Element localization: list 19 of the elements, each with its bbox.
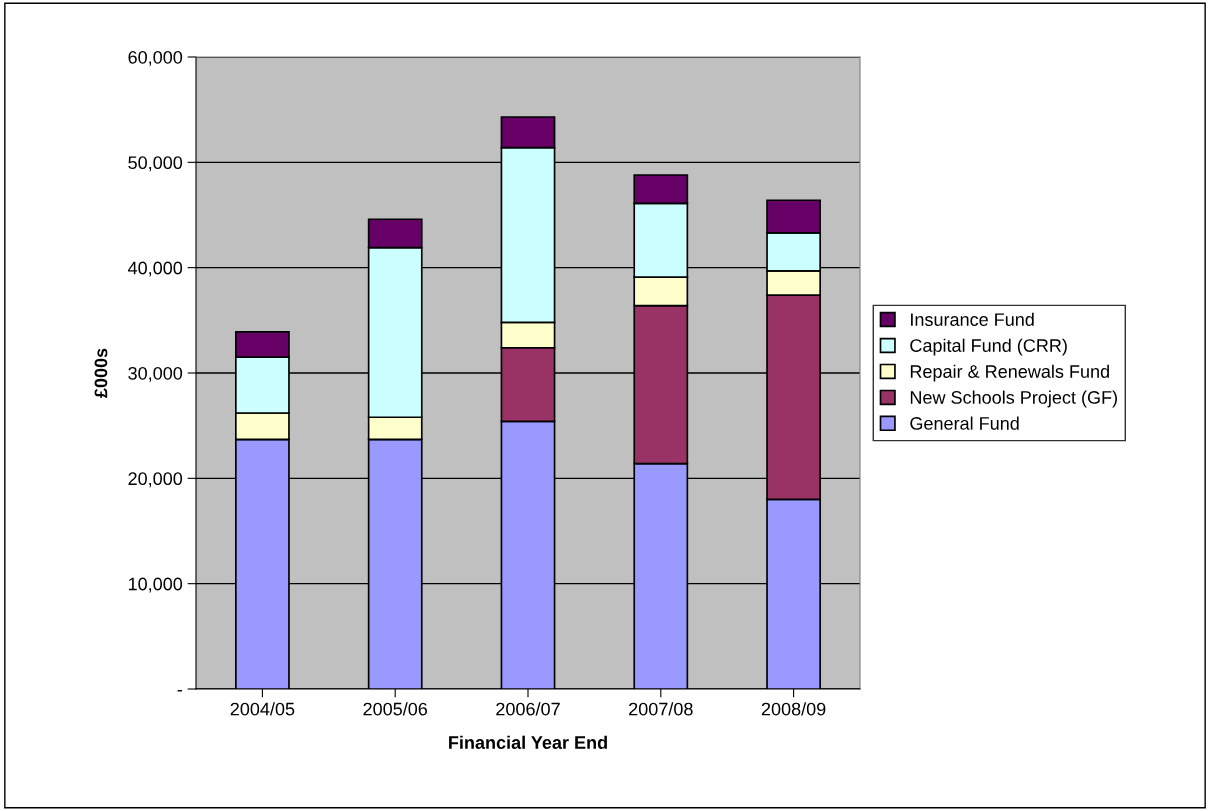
legend-label: Capital Fund (CRR) [910,338,1067,356]
y-tick-label: 50,000 [128,156,183,172]
x-tick-label: 2008/09 [761,702,826,716]
legend-label: General Fund [910,416,1019,430]
x-tick-label: 2005/06 [363,702,428,716]
x-tick-label: 2006/07 [496,702,560,716]
y-tick-label: - [177,690,182,692]
y-tick-label: 20,000 [128,472,183,488]
x-tick-label: 2004/05 [230,702,295,716]
y-tick-label: 30,000 [128,366,183,382]
y-tick-label: 10,000 [128,577,183,593]
legend-label: Insurance Fund [911,312,1034,326]
y-tick-label: 40,000 [128,261,183,277]
legend-label: Repair & Renewals Fund [910,364,1109,382]
y-axis-title: £000s [94,348,108,398]
x-tick-label: 2007/08 [629,702,693,716]
y-tick-label: 60,000 [128,50,183,66]
x-axis-title: Financial Year End [449,735,607,749]
legend-label: New Schools Project (GF) [910,390,1117,408]
